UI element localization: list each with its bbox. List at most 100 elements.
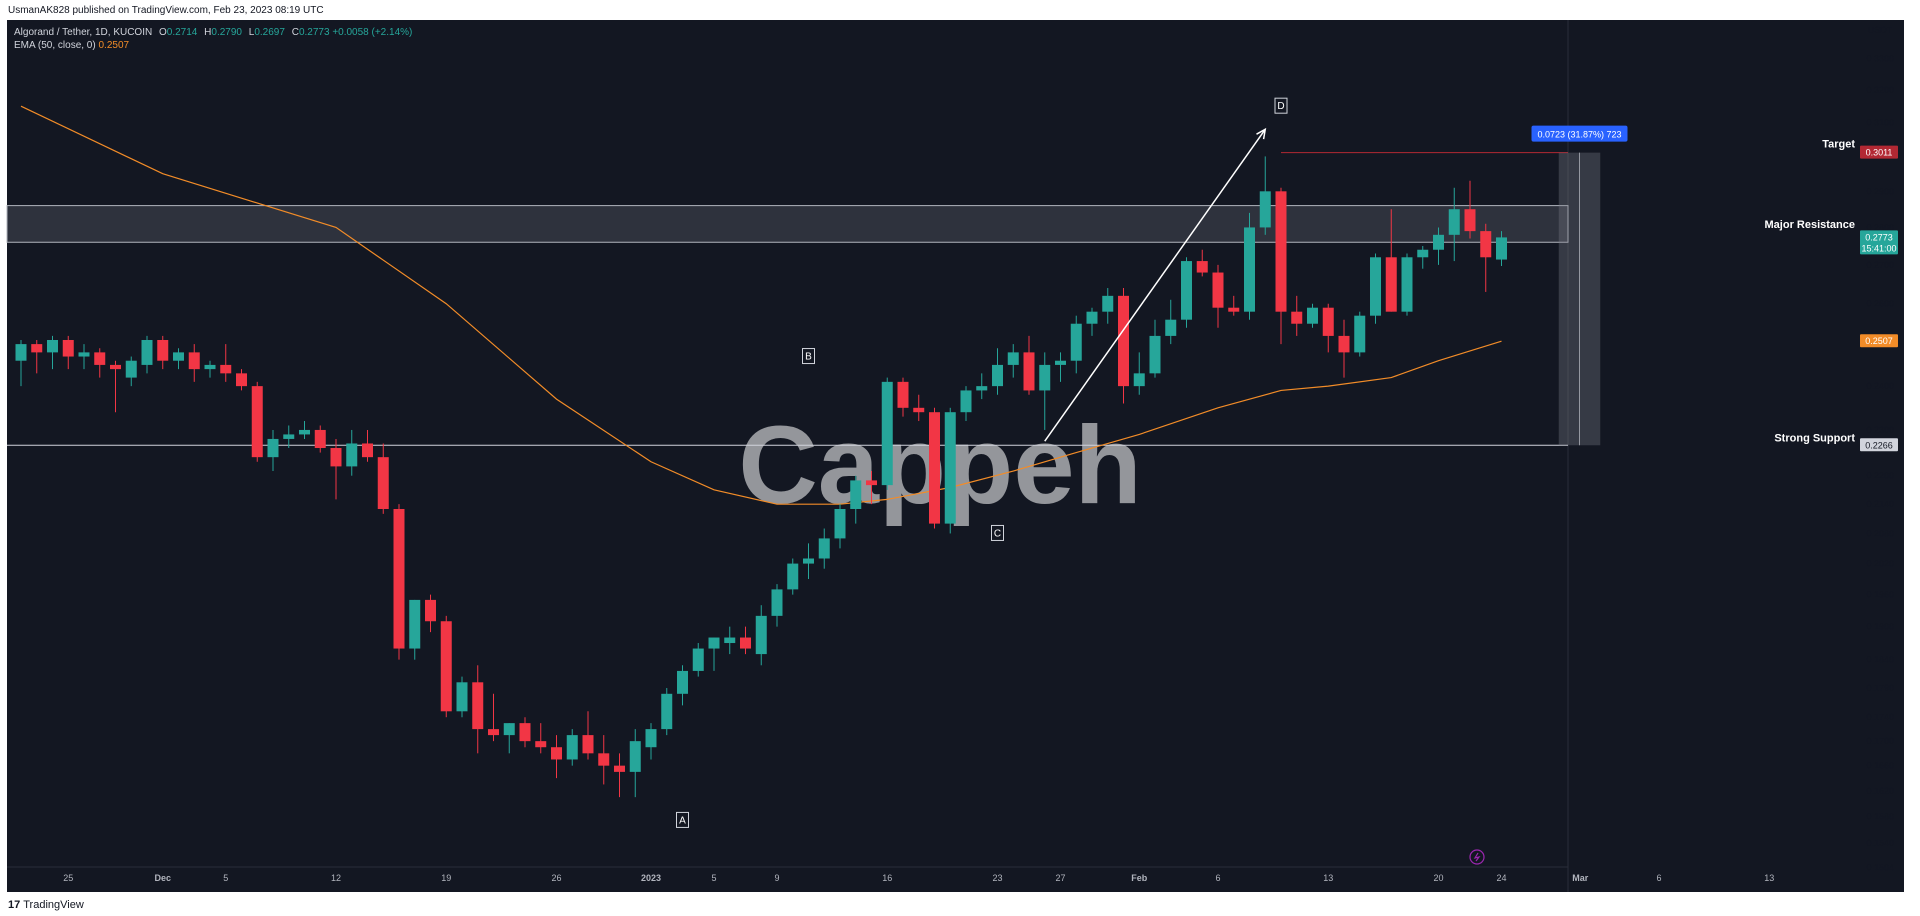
candle-body[interactable] [866,480,877,486]
candle-body[interactable] [47,339,58,353]
candle-body[interactable] [141,339,153,365]
candle-body[interactable] [377,457,389,510]
candle-body[interactable] [94,352,106,365]
candle-body[interactable] [1212,272,1224,308]
candle-body[interactable] [346,443,358,467]
candle-body[interactable] [1385,257,1397,312]
candle-body[interactable] [188,352,200,370]
candle-body[interactable] [598,753,610,766]
candle-body[interactable] [425,599,436,622]
candle-body[interactable] [1102,295,1114,312]
ema-line[interactable] [20,105,1502,505]
candle-body[interactable] [976,386,988,391]
candle-body[interactable] [913,407,925,413]
candle-body[interactable] [755,615,767,655]
candle-body[interactable] [1307,307,1318,324]
candle-body[interactable] [1181,261,1192,320]
candle-body[interactable] [1448,209,1460,235]
candle-body[interactable] [251,386,263,458]
candle-body[interactable] [1370,257,1381,316]
candle-body[interactable] [1433,234,1444,250]
candle-body[interactable] [31,344,43,353]
candle-body[interactable] [850,480,862,510]
candle-body[interactable] [677,670,688,694]
candle-body[interactable] [1118,295,1129,387]
candle-body[interactable] [267,438,279,458]
candle-body[interactable] [15,344,27,361]
candle-body[interactable] [62,339,74,357]
tradingview-logo-icon[interactable]: 17 TradingView [8,899,84,911]
candle-body[interactable] [173,352,184,361]
candle-body[interactable] [299,429,310,435]
candle-body[interactable] [110,364,121,370]
candle-body[interactable] [629,741,641,772]
candle-body[interactable] [1322,307,1334,336]
candle-body[interactable] [740,637,751,649]
candle-body[interactable] [803,558,814,564]
candle-body[interactable] [1086,311,1098,324]
candle-body[interactable] [1464,209,1476,232]
candle-body[interactable] [881,381,893,486]
trend-arrow-line[interactable] [1044,128,1266,442]
candle-body[interactable] [519,723,531,742]
candle-body[interactable] [330,448,342,467]
candle-body[interactable] [1354,315,1366,353]
candle-body[interactable] [409,599,421,649]
candle-body[interactable] [1259,191,1271,228]
candle-body[interactable] [440,621,452,712]
candle-body[interactable] [1228,307,1240,312]
candle-body[interactable] [582,735,594,754]
candle-body[interactable] [834,509,846,539]
candle-body[interactable] [1055,360,1066,365]
candle-body[interactable] [1165,319,1177,336]
candle-body[interactable] [157,339,169,361]
candle-body[interactable] [1480,231,1492,258]
candle-body[interactable] [1149,335,1161,374]
candle-body[interactable] [314,429,326,449]
candle-body[interactable] [1291,311,1303,324]
candle-body[interactable] [614,765,625,772]
candle-body[interactable] [692,648,704,671]
candle-body[interactable] [1133,373,1145,387]
candle-body[interactable] [1401,257,1413,312]
candle-body[interactable] [456,682,468,712]
candle-body[interactable] [818,538,830,559]
candle-body[interactable] [708,637,720,649]
candle-body[interactable] [1338,335,1350,353]
candle-body[interactable] [283,434,295,439]
candle-body[interactable] [472,682,484,730]
candle-body[interactable] [125,360,137,378]
candle-body[interactable] [771,589,783,616]
candle-body[interactable] [1244,227,1255,312]
candle-body[interactable] [1196,261,1208,273]
candle-body[interactable] [1039,364,1051,391]
candle-body[interactable] [1417,249,1429,258]
candle-body[interactable] [551,747,562,760]
candle-body[interactable] [204,364,216,370]
candle-body[interactable] [393,509,405,649]
candle-body[interactable] [236,373,247,387]
candle-body[interactable] [661,693,673,730]
candle-body[interactable] [992,364,1003,387]
candle-body[interactable] [724,637,736,644]
candle-body[interactable] [1275,191,1287,312]
lightning-icon[interactable] [1469,849,1485,865]
candle-body[interactable] [1070,323,1082,361]
candle-body[interactable] [362,443,373,458]
candle-body[interactable] [787,563,799,590]
candle-body[interactable] [1007,352,1019,365]
candle-body[interactable] [488,729,499,736]
candle-body[interactable] [1496,237,1507,260]
candle-body[interactable] [1023,352,1035,391]
candle-body[interactable] [220,364,232,374]
candle-body[interactable] [645,729,657,748]
resistance-zone[interactable] [6,205,1569,243]
candle-body[interactable] [897,381,909,408]
candle-body[interactable] [944,412,956,524]
candle-body[interactable] [929,412,940,524]
candle-body[interactable] [566,735,578,760]
candle-body[interactable] [535,741,547,748]
candle-body[interactable] [960,390,972,413]
candle-body[interactable] [78,352,90,357]
